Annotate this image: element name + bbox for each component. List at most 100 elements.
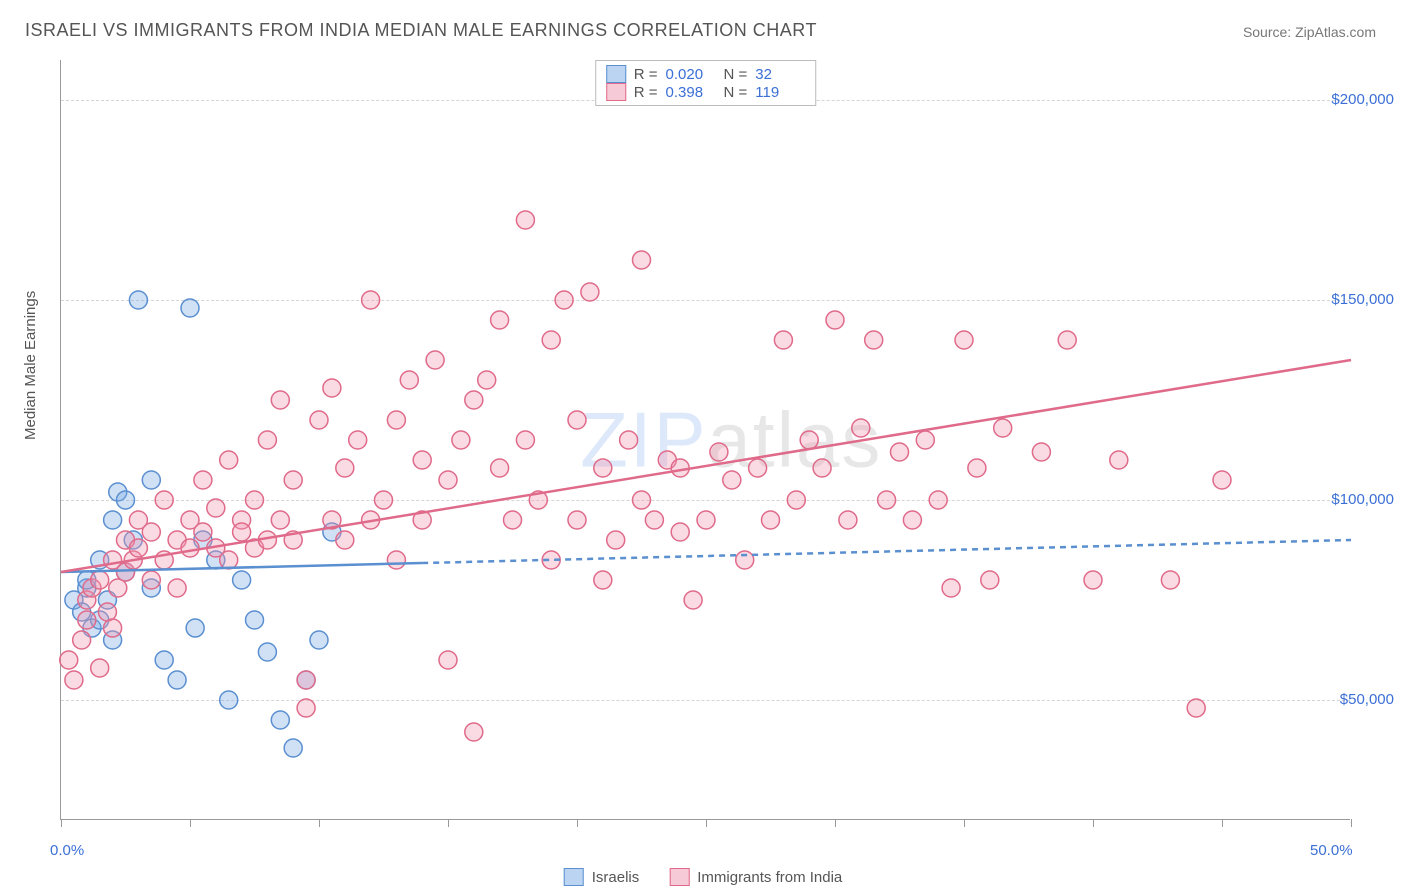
data-point (155, 651, 173, 669)
data-point (839, 511, 857, 529)
regression-line-dashed (422, 540, 1351, 563)
data-point (336, 531, 354, 549)
source-attribution: Source: ZipAtlas.com (1243, 24, 1376, 40)
y-tick-label: $150,000 (1274, 291, 1394, 308)
regression-line (61, 360, 1351, 572)
x-tick (706, 819, 707, 827)
data-point (787, 491, 805, 509)
data-point (233, 571, 251, 589)
data-point (297, 699, 315, 717)
data-point (684, 591, 702, 609)
data-point (168, 671, 186, 689)
data-point (607, 531, 625, 549)
x-tick (448, 819, 449, 827)
legend-swatch (606, 65, 626, 83)
data-point (181, 299, 199, 317)
data-point (1187, 699, 1205, 717)
data-point (581, 283, 599, 301)
plot-area: ZIPatlas R =0.020N =32R =0.398N =119 (60, 60, 1350, 820)
data-point (323, 379, 341, 397)
data-point (491, 459, 509, 477)
data-point (903, 511, 921, 529)
data-point (891, 443, 909, 461)
data-point (284, 739, 302, 757)
r-label: R = (634, 84, 658, 101)
y-tick-label: $50,000 (1274, 691, 1394, 708)
data-point (439, 651, 457, 669)
x-tick (1093, 819, 1094, 827)
data-point (207, 499, 225, 517)
data-point (387, 411, 405, 429)
data-point (620, 431, 638, 449)
data-point (994, 419, 1012, 437)
chart-title: ISRAELI VS IMMIGRANTS FROM INDIA MEDIAN … (25, 20, 817, 41)
data-point (387, 551, 405, 569)
data-point (645, 511, 663, 529)
data-point (297, 671, 315, 689)
y-tick-label: $100,000 (1274, 491, 1394, 508)
data-point (749, 459, 767, 477)
legend-swatch (606, 83, 626, 101)
data-point (568, 411, 586, 429)
x-tick (835, 819, 836, 827)
data-point (1084, 571, 1102, 589)
data-point (981, 571, 999, 589)
data-point (186, 619, 204, 637)
data-point (568, 511, 586, 529)
data-point (271, 391, 289, 409)
x-tick (1351, 819, 1352, 827)
data-point (1110, 451, 1128, 469)
data-point (697, 511, 715, 529)
data-point (916, 431, 934, 449)
legend-item: Immigrants from India (669, 868, 842, 886)
data-point (349, 431, 367, 449)
r-label: R = (634, 66, 658, 83)
data-point (813, 459, 831, 477)
data-point (826, 311, 844, 329)
data-point (104, 619, 122, 637)
data-point (142, 571, 160, 589)
data-point (400, 371, 418, 389)
data-point (426, 351, 444, 369)
data-point (774, 331, 792, 349)
data-point (194, 523, 212, 541)
data-point (852, 419, 870, 437)
bottom-legend: Israelis Immigrants from India (564, 868, 843, 886)
x-tick (61, 819, 62, 827)
legend-label: Immigrants from India (697, 869, 842, 886)
data-point (413, 451, 431, 469)
data-point (258, 643, 276, 661)
x-tick (1222, 819, 1223, 827)
data-point (478, 371, 496, 389)
data-point (555, 291, 573, 309)
data-point (1161, 571, 1179, 589)
x-tick (190, 819, 191, 827)
legend-item: Israelis (564, 868, 640, 886)
x-tick (964, 819, 965, 827)
stats-box: R =0.020N =32R =0.398N =119 (595, 60, 817, 106)
data-point (220, 551, 238, 569)
x-tick-label: 0.0% (50, 842, 84, 859)
data-point (258, 431, 276, 449)
data-point (98, 603, 116, 621)
data-point (271, 511, 289, 529)
stats-row: R =0.398N =119 (606, 83, 806, 101)
data-point (1058, 331, 1076, 349)
data-point (129, 291, 147, 309)
n-label: N = (724, 66, 748, 83)
x-tick (577, 819, 578, 827)
data-point (220, 451, 238, 469)
y-tick-label: $200,000 (1274, 91, 1394, 108)
data-point (516, 431, 534, 449)
data-point (104, 511, 122, 529)
data-point (942, 579, 960, 597)
data-point (60, 651, 78, 669)
data-point (542, 331, 560, 349)
scatter-svg (61, 60, 1350, 819)
data-point (91, 659, 109, 677)
data-point (310, 631, 328, 649)
data-point (336, 459, 354, 477)
data-point (220, 691, 238, 709)
data-point (284, 471, 302, 489)
data-point (155, 491, 173, 509)
